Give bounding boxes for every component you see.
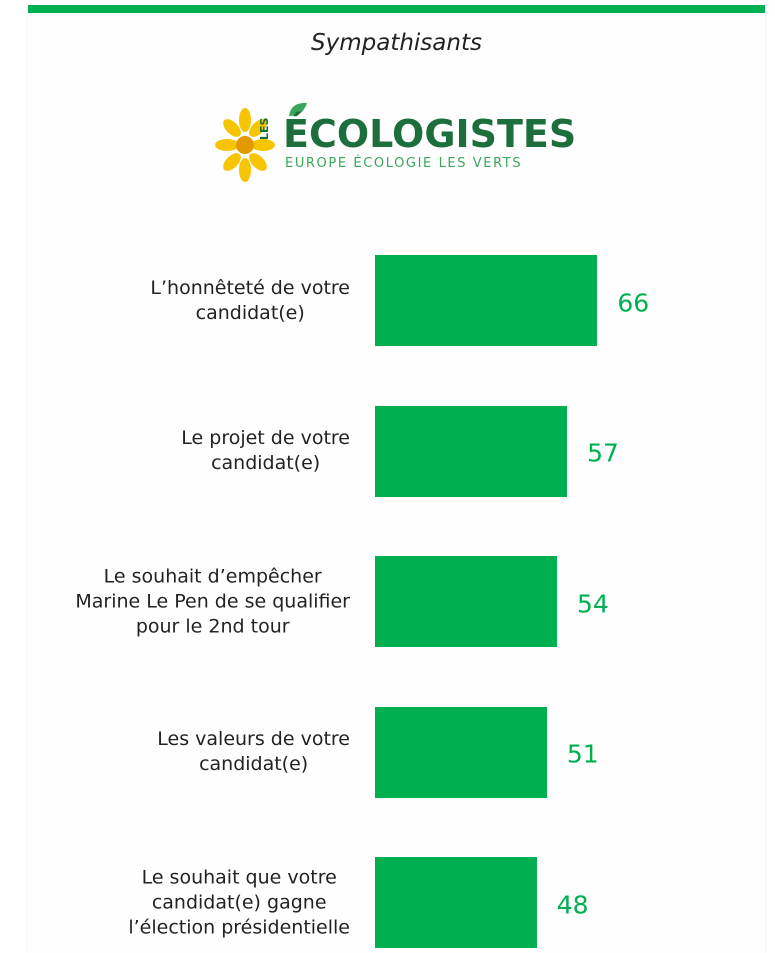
bar (375, 857, 537, 948)
value-label: 66 (617, 288, 650, 317)
logo-name: ÉCOLOGISTES (283, 112, 577, 156)
category-label: Le projet de votre candidat(e) (181, 427, 350, 474)
chart-title: Sympathisants (311, 30, 482, 56)
value-label: 51 (566, 739, 599, 769)
bar (375, 405, 568, 497)
logo-leaf (289, 102, 307, 116)
bar (375, 255, 598, 346)
category-label: L’honnêteté de votre candidat(e) (150, 276, 350, 324)
value-label: 48 (556, 890, 589, 919)
value-label: 54 (576, 589, 609, 618)
category-label: Les valeurs de votre candidat(e) (157, 728, 350, 775)
category-label: Le souhait d’empêcher Marine Le Pen de s… (75, 565, 350, 637)
logo-tagline: EUROPE ÉCOLOGIE LES VERTS (285, 156, 523, 171)
top-bar (28, 5, 765, 13)
bar (375, 706, 547, 798)
category-label: Le souhait que votre candidat(e) gagne l… (128, 866, 350, 938)
bar (375, 556, 557, 647)
logo-flower (215, 108, 275, 182)
value-label: 57 (587, 438, 619, 468)
logo-prefix: LES (258, 117, 271, 140)
